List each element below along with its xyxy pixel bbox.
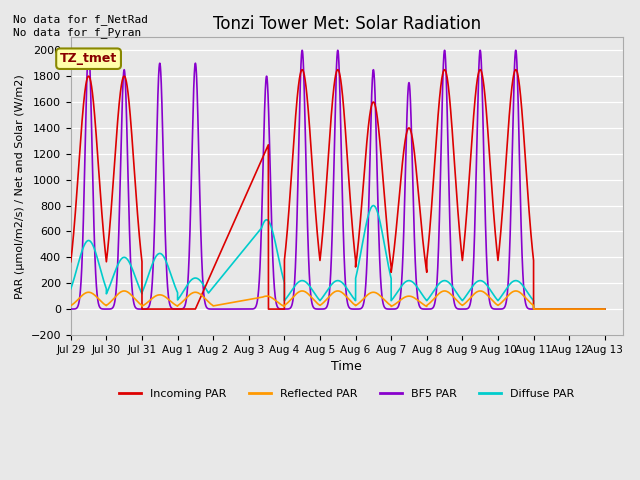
Legend: Incoming PAR, Reflected PAR, BF5 PAR, Diffuse PAR: Incoming PAR, Reflected PAR, BF5 PAR, Di… bbox=[115, 385, 579, 404]
Y-axis label: PAR (μmol/m2/s) / Net and Solar (W/m2): PAR (μmol/m2/s) / Net and Solar (W/m2) bbox=[15, 74, 25, 299]
Title: Tonzi Tower Met: Solar Radiation: Tonzi Tower Met: Solar Radiation bbox=[212, 15, 481, 33]
Text: TZ_tmet: TZ_tmet bbox=[60, 52, 117, 65]
X-axis label: Time: Time bbox=[332, 360, 362, 373]
Text: No data for f_NetRad
No data for f_Pyran: No data for f_NetRad No data for f_Pyran bbox=[13, 14, 148, 38]
